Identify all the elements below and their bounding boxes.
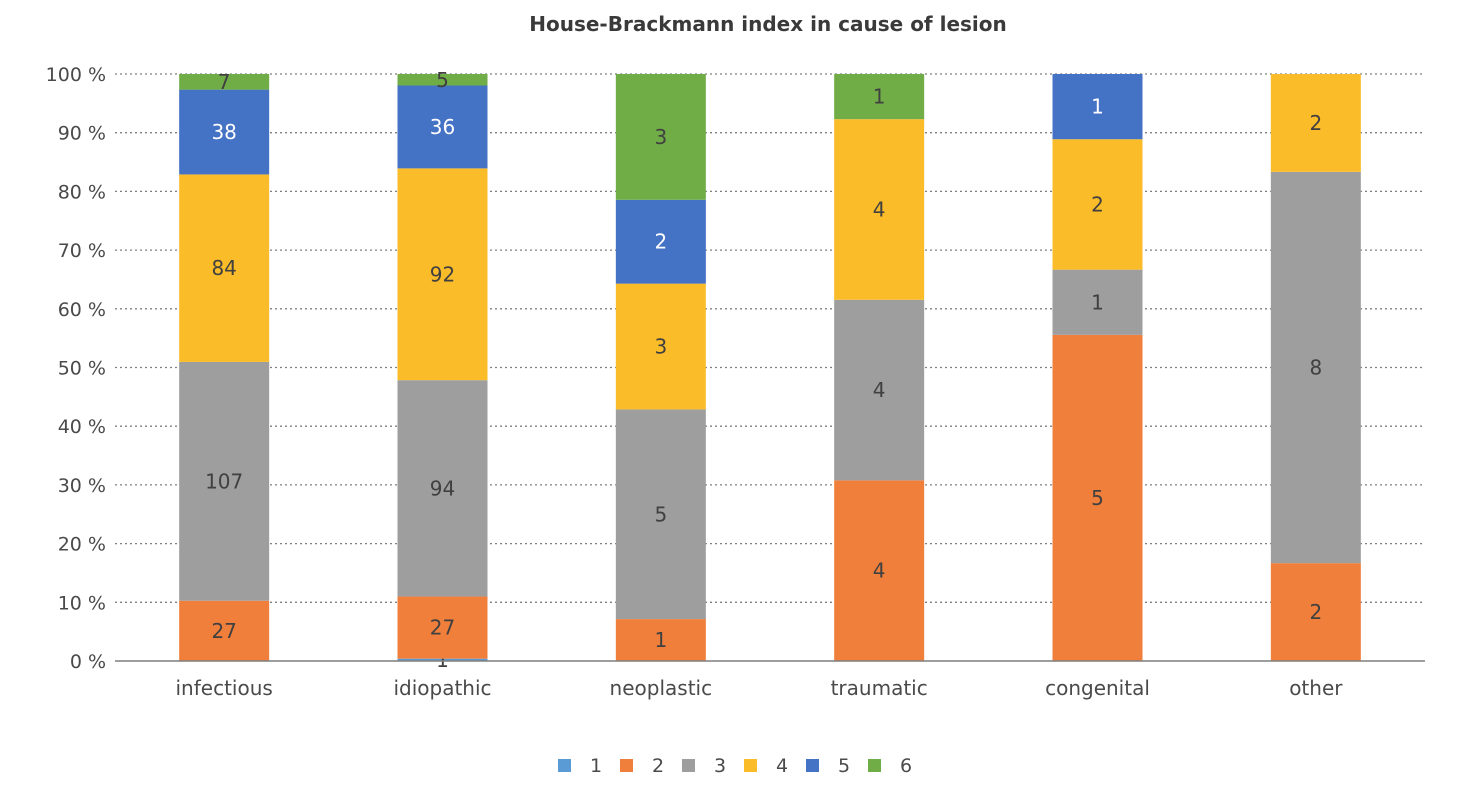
bar-segment	[1270, 563, 1361, 661]
bar-segment	[397, 596, 488, 659]
bar-segment	[615, 199, 706, 284]
y-tick-label: 10 %	[58, 592, 106, 614]
x-tick-label: idiopathic	[393, 676, 491, 700]
bar-segment	[179, 89, 270, 175]
legend-swatch	[744, 759, 757, 772]
bar-segment	[397, 168, 488, 381]
data-label: 3	[654, 125, 667, 149]
bar-segment	[1052, 139, 1143, 270]
bar-segment	[179, 74, 270, 90]
bar-segment	[834, 299, 925, 481]
data-label: 84	[211, 256, 236, 280]
bar-segment	[834, 74, 925, 120]
bar-segment	[397, 380, 488, 597]
legend-label: 3	[714, 755, 726, 777]
data-label: 2	[1309, 111, 1322, 135]
x-tick-label: congenital	[1045, 676, 1150, 700]
bar-segment	[397, 85, 488, 169]
data-label: 27	[430, 616, 455, 640]
legend-label: 2	[652, 755, 664, 777]
data-label: 1	[873, 85, 886, 109]
y-tick-label: 50 %	[58, 358, 106, 380]
legend-swatch	[868, 759, 881, 772]
data-label: 4	[873, 197, 886, 221]
data-label: 38	[211, 120, 236, 144]
y-tick-label: 20 %	[58, 534, 106, 556]
y-tick-label: 60 %	[58, 299, 106, 321]
legend: 1 2 3 4 5 6	[558, 755, 912, 777]
gridlines	[115, 73, 1425, 603]
x-tick-label: infectious	[176, 676, 273, 700]
y-tick-label: 0 %	[70, 651, 106, 673]
data-label: 3	[654, 335, 667, 359]
bar-segment	[1052, 269, 1143, 335]
bar-segment	[1052, 334, 1143, 661]
data-label: 2	[1309, 600, 1322, 624]
y-tick-label: 100 %	[46, 64, 106, 86]
bar-segment	[397, 658, 488, 661]
y-tick-label: 80 %	[58, 181, 106, 203]
bar-segment	[615, 283, 706, 410]
data-label: 107	[205, 469, 243, 493]
legend-label: 4	[776, 755, 788, 777]
data-label: 36	[430, 115, 455, 139]
data-label: 92	[430, 262, 455, 286]
y-tick-label: 40 %	[58, 416, 106, 438]
data-label: 27	[211, 619, 236, 643]
legend-swatch	[620, 759, 633, 772]
data-label: 1	[1091, 95, 1104, 119]
bar-segment	[1270, 74, 1361, 172]
data-label: 7	[218, 70, 231, 94]
bar-segment	[615, 409, 706, 620]
bar-segment	[179, 174, 270, 362]
bar-segment	[615, 74, 706, 200]
data-label: 94	[430, 476, 455, 500]
data-label: 1	[1091, 290, 1104, 314]
bar-segment	[397, 74, 488, 86]
legend-swatch	[806, 759, 819, 772]
data-label: 2	[654, 230, 667, 254]
data-label: 4	[873, 559, 886, 583]
x-tick-label: traumatic	[831, 676, 928, 700]
data-label: 4	[873, 378, 886, 402]
x-tick-label: other	[1289, 676, 1343, 700]
data-label: 5	[654, 502, 667, 526]
bar-segment	[1270, 171, 1361, 564]
legend-label: 1	[590, 755, 602, 777]
bar-segment	[834, 480, 925, 661]
y-tick-label: 90 %	[58, 123, 106, 145]
data-label: 5	[1091, 486, 1104, 510]
legend-swatch	[558, 759, 571, 772]
chart-title: House-Brackmann index in cause of lesion	[529, 12, 1007, 36]
legend-swatch	[682, 759, 695, 772]
data-label: 2	[1091, 192, 1104, 216]
data-label: 5	[436, 68, 449, 92]
bar-segment	[1052, 74, 1143, 140]
y-tick-label: 70 %	[58, 240, 106, 262]
bar-segment	[615, 619, 706, 661]
bar-segment	[834, 119, 925, 300]
y-tick-label: 30 %	[58, 475, 106, 497]
bar-segment	[179, 600, 270, 661]
legend-label: 6	[900, 755, 912, 777]
data-label: 8	[1309, 356, 1322, 380]
x-tick-label: neoplastic	[610, 676, 713, 700]
bar-segment	[179, 361, 270, 601]
data-label: 1	[654, 628, 667, 652]
axes: 0 % 10 % 20 % 30 % 40 % 50 % 60 % 70 % 80 % 90 % 1…	[46, 64, 1425, 700]
legend-label: 5	[838, 755, 850, 777]
